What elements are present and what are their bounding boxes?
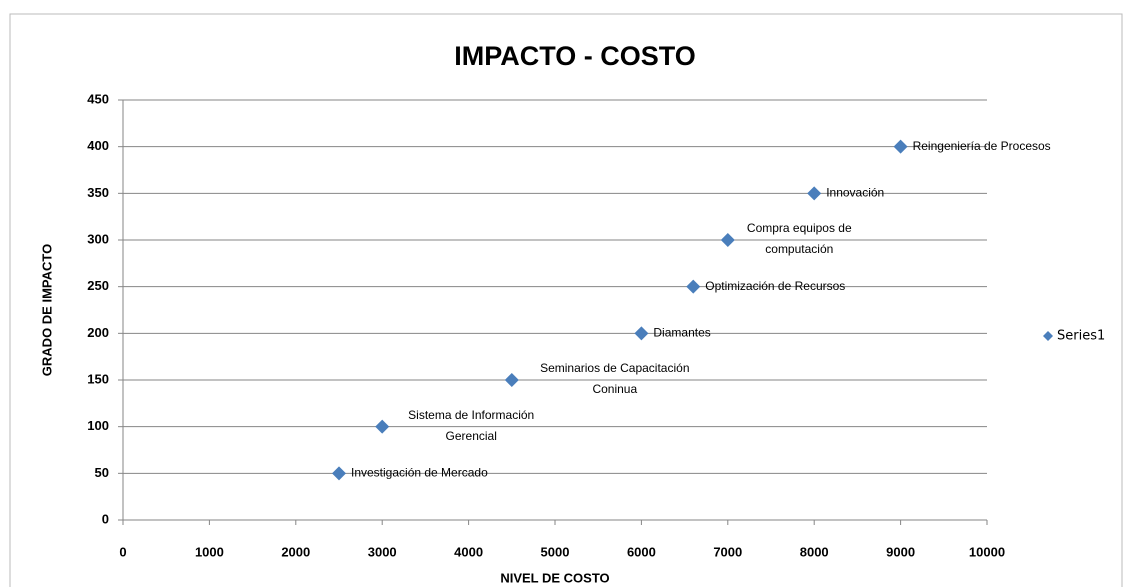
x-tick-label: 9000 xyxy=(886,544,915,559)
point xyxy=(720,233,735,247)
y-axis-title: GRADO DE IMPACTO xyxy=(39,244,54,376)
point xyxy=(375,419,390,434)
point xyxy=(893,139,908,154)
y-tick-label: 200 xyxy=(87,325,109,340)
point-label: Optimización de Recursos xyxy=(705,279,845,293)
chart-frame xyxy=(9,13,1123,587)
y-tick-label: 250 xyxy=(87,278,109,293)
x-tick-label: 7000 xyxy=(713,544,742,559)
point-label: Investigación de Mercado xyxy=(351,466,488,480)
x-axis-title: NIVEL DE COSTO xyxy=(500,570,609,585)
x-tick-label: 4000 xyxy=(454,544,483,559)
y-tick-label: 0 xyxy=(102,511,109,526)
point-label: Gerencial xyxy=(446,429,497,443)
point-label: Diamantes xyxy=(653,326,710,340)
y-tick-label: 150 xyxy=(87,371,109,386)
y-tick-label: 100 xyxy=(87,418,109,433)
y-tick-label: 400 xyxy=(87,138,109,153)
x-tick-label: 6000 xyxy=(627,544,656,559)
point-label: Compra equipos de xyxy=(747,221,852,235)
y-tick-label: 50 xyxy=(95,465,109,480)
y-tick-label: 350 xyxy=(87,185,109,200)
point-label: Reingeniería de Procesos xyxy=(913,139,1051,153)
x-tick-label: 5000 xyxy=(541,544,570,559)
point xyxy=(807,186,822,201)
x-tick-label: 8000 xyxy=(800,544,829,559)
point-label: computación xyxy=(765,242,833,256)
point xyxy=(686,279,701,294)
x-tick-label: 0 xyxy=(119,544,126,559)
y-tick-label: 450 xyxy=(87,91,109,106)
y-tick-label: 300 xyxy=(87,231,109,246)
x-tick-label: 3000 xyxy=(368,544,397,559)
point-label: Innovación xyxy=(826,186,884,200)
point xyxy=(332,466,346,481)
point xyxy=(634,326,649,341)
legend-marker xyxy=(1043,331,1053,341)
point xyxy=(504,373,519,387)
x-tick-label: 1000 xyxy=(195,544,224,559)
point-label: Coninua xyxy=(592,382,637,396)
chart-title: IMPACTO - COSTO xyxy=(454,41,696,71)
point-label: Sistema de Información xyxy=(408,408,534,422)
x-tick-label: 10000 xyxy=(969,544,1005,559)
legend-label: Series1 xyxy=(1057,329,1105,344)
x-tick-label: 2000 xyxy=(281,544,310,559)
point-label: Seminarios de Capacitación xyxy=(540,361,689,375)
